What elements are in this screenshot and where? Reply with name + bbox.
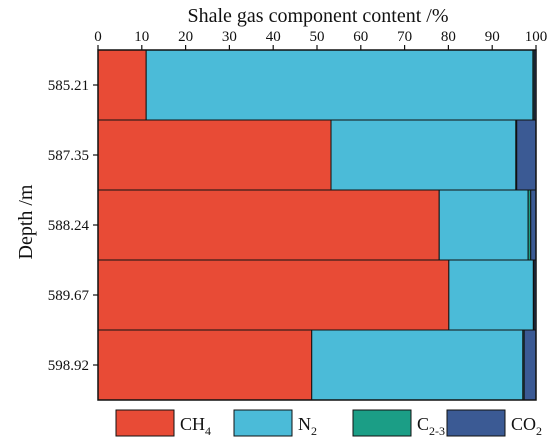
bar-segment-ch4-589.67 bbox=[97, 259, 450, 331]
legend-label-n2: N2 bbox=[298, 414, 317, 438]
legend: CH4 N2 C2-3 CO2 bbox=[115, 409, 542, 438]
bar-group bbox=[97, 49, 537, 401]
bar-segment-n2-585.21 bbox=[145, 49, 534, 121]
y-tick-label: 585.21 bbox=[48, 78, 89, 94]
x-tick-label: 50 bbox=[310, 29, 325, 45]
bar-segment-n2-587.35 bbox=[330, 119, 517, 191]
y-axis-ticks: 585.21 587.35 588.24 589.67 598.92 bbox=[48, 78, 98, 374]
x-tick-label: 90 bbox=[485, 29, 500, 45]
legend-label-co2: CO2 bbox=[511, 414, 542, 438]
x-tick-label: 0 bbox=[94, 29, 102, 45]
x-tick-label: 30 bbox=[222, 29, 237, 45]
bar-segment-co2-587.35 bbox=[516, 119, 537, 191]
x-axis-ticks: 0 10 20 30 40 50 60 70 80 90 100 bbox=[94, 29, 547, 50]
x-tick-label: 100 bbox=[525, 29, 548, 45]
legend-swatch-n2 bbox=[233, 409, 293, 437]
x-tick-label: 10 bbox=[134, 29, 149, 45]
bar-segment-n2-598.92 bbox=[311, 329, 524, 401]
y-axis-title: Depth /m bbox=[15, 184, 37, 259]
legend-label-ch4: CH4 bbox=[180, 414, 211, 438]
legend-swatch-c2-3 bbox=[352, 409, 412, 437]
legend-swatch-co2 bbox=[446, 409, 506, 437]
x-tick-label: 20 bbox=[178, 29, 193, 45]
y-tick-label: 598.92 bbox=[48, 358, 89, 374]
bar-segment-n2-589.67 bbox=[448, 259, 534, 331]
legend-label-c2-3: C2-3 bbox=[417, 414, 445, 438]
legend-swatch-ch4 bbox=[115, 409, 175, 437]
bar-segment-ch4-598.92 bbox=[97, 329, 313, 401]
x-axis-title: Shale gas component content /% bbox=[187, 5, 448, 27]
y-tick-label: 587.35 bbox=[48, 148, 89, 164]
y-tick-label: 588.24 bbox=[48, 218, 90, 234]
bar-segment-ch4-585.21 bbox=[97, 49, 147, 121]
x-tick-label: 60 bbox=[353, 29, 368, 45]
bar-segment-ch4-587.35 bbox=[97, 119, 332, 191]
bar-segment-n2-588.24 bbox=[438, 189, 529, 261]
y-tick-label: 589.67 bbox=[48, 288, 90, 304]
plot-frame bbox=[97, 49, 537, 401]
bar-segment-co2-588.24 bbox=[530, 189, 537, 261]
bar-segment-co2-598.92 bbox=[523, 329, 537, 401]
x-tick-label: 70 bbox=[397, 29, 412, 45]
bar-segment-ch4-588.24 bbox=[97, 189, 440, 261]
x-tick-label: 40 bbox=[266, 29, 281, 45]
x-tick-label: 80 bbox=[441, 29, 456, 45]
